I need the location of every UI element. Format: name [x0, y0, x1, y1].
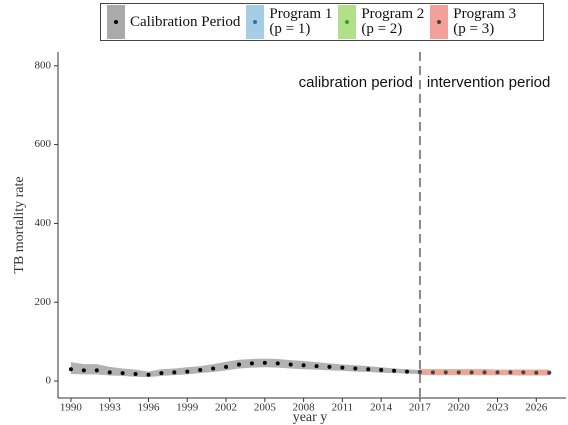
point — [353, 366, 358, 371]
y-tick-label: 200 — [35, 296, 52, 308]
legend-marker — [253, 20, 258, 24]
point — [275, 361, 280, 366]
point — [534, 370, 539, 375]
point — [236, 362, 241, 367]
x-tick-label: 2014 — [370, 402, 393, 414]
x-tick-label: 1996 — [137, 402, 160, 414]
band — [70, 358, 420, 378]
point — [314, 364, 319, 369]
point — [81, 368, 86, 373]
legend-key — [338, 5, 357, 39]
point — [172, 370, 177, 375]
y-axis-label: TB mortality rate — [12, 176, 27, 273]
x-tick-label: 2023 — [486, 402, 509, 414]
point — [301, 363, 306, 368]
legend-entry: Program 1 (p = 1) — [246, 5, 332, 39]
point — [327, 364, 332, 369]
point — [262, 360, 267, 365]
legend-marker — [114, 20, 118, 24]
legend-key — [430, 5, 449, 39]
point — [133, 371, 138, 376]
point — [495, 370, 500, 375]
legend-key — [246, 5, 265, 39]
point — [482, 370, 487, 375]
y-tick-label: 800 — [35, 59, 52, 71]
legend-marker — [345, 20, 350, 24]
point — [521, 370, 526, 375]
x-tick-label: 2020 — [448, 402, 471, 414]
legend-label: Program 3 (p = 3) — [453, 6, 517, 37]
point — [107, 370, 112, 375]
point — [392, 368, 397, 373]
annotation: intervention period — [427, 74, 550, 91]
x-tick-label: 1993 — [99, 402, 122, 414]
x-tick-label: 2011 — [332, 402, 354, 414]
point — [68, 367, 73, 372]
legend-label: Program 2 (p = 2) — [361, 6, 425, 37]
point — [146, 372, 151, 377]
legend-entry: Program 2 (p = 2) — [338, 5, 424, 39]
x-tick-label: 2002 — [215, 402, 237, 414]
legend-entry: Program 3 (p = 3) — [430, 5, 516, 39]
point — [120, 371, 125, 376]
x-axis-label: year y — [293, 410, 328, 425]
point — [198, 368, 203, 373]
point — [224, 364, 229, 369]
point — [94, 368, 99, 373]
point — [469, 370, 474, 375]
point — [366, 367, 371, 372]
point — [159, 371, 164, 376]
y-tick-label: 0 — [46, 375, 52, 387]
point — [249, 361, 254, 366]
legend-label: Program 1 (p = 1) — [269, 6, 333, 37]
x-tick-label: 2008 — [293, 402, 316, 414]
point — [417, 369, 422, 374]
x-tick-label: 2005 — [254, 402, 277, 414]
point — [443, 370, 448, 375]
point — [456, 370, 461, 375]
legend-marker — [437, 20, 442, 24]
x-tick-label: 2026 — [525, 402, 548, 414]
x-tick-label: 2017 — [409, 402, 432, 414]
y-tick-label: 600 — [35, 138, 52, 150]
point — [405, 369, 410, 374]
point — [211, 366, 216, 371]
point — [185, 369, 190, 374]
point — [288, 362, 293, 367]
annotation: calibration period — [299, 74, 413, 91]
point — [379, 368, 384, 373]
legend: Calibration Period Program 1 (p = 1) Progr… — [100, 3, 544, 41]
legend-key — [107, 5, 125, 39]
point — [340, 365, 345, 370]
x-tick-label: 1990 — [60, 402, 83, 414]
legend-label: Calibration Period — [130, 13, 241, 30]
point — [430, 370, 435, 375]
point — [547, 370, 552, 375]
point — [508, 370, 513, 375]
x-tick-label: 1999 — [176, 402, 199, 414]
legend-entry: Calibration Period — [107, 5, 240, 39]
y-tick-label: 400 — [35, 217, 52, 229]
